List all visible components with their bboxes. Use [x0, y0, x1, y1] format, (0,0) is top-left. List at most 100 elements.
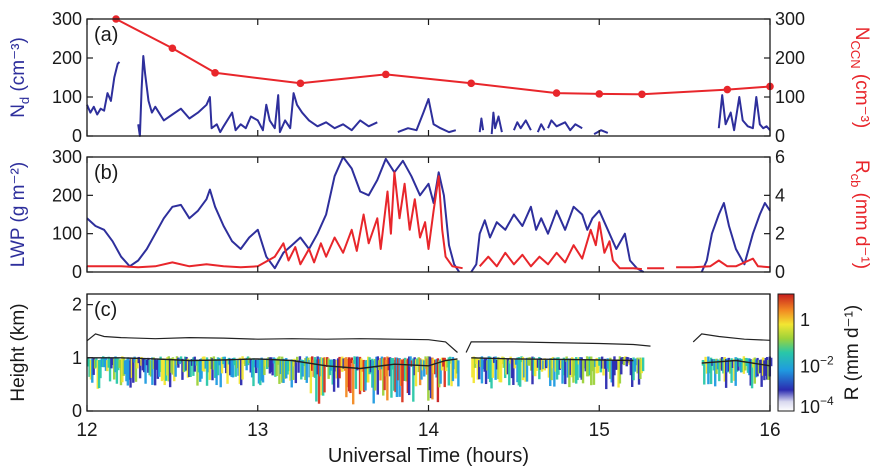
series-left-line-segment: [593, 129, 609, 135]
series-marker: [382, 70, 390, 79]
rain-streak: [141, 358, 145, 371]
rain-streak: [742, 356, 746, 374]
axis-label-main: N: [851, 27, 871, 41]
rain-streak: [300, 359, 303, 380]
colorbar-tick-label: 1: [800, 310, 810, 330]
rain-streak: [741, 358, 744, 373]
rain-streak: [301, 359, 304, 377]
rain-streak: [486, 360, 489, 371]
rain-streak: [535, 359, 538, 371]
rain-streak: [167, 356, 170, 382]
y-tick-label: 2: [775, 224, 785, 244]
rain-streak: [130, 358, 134, 378]
rain-streak: [615, 359, 619, 370]
rain-streak: [205, 357, 209, 386]
rain-streak: [718, 359, 721, 382]
series-right-line-segment: [87, 171, 463, 270]
rain-streak: [397, 358, 400, 381]
rain-streak: [760, 359, 763, 387]
rain-streak: [729, 359, 732, 374]
series-marker: [296, 79, 305, 88]
rain-streak: [280, 356, 284, 383]
rain-streak: [387, 357, 390, 371]
rain-streak: [234, 360, 237, 377]
rain-streak: [110, 357, 113, 369]
rain-streak: [455, 359, 459, 374]
rain-streak: [554, 358, 557, 372]
rain-streak: [215, 359, 218, 386]
rain-streak: [566, 358, 570, 378]
series-left-line-segment: [536, 123, 546, 133]
rain-streak: [476, 358, 480, 380]
tick-base: 10: [800, 397, 820, 417]
rain-streak: [558, 360, 562, 370]
rain-streak: [102, 356, 105, 368]
rain-streak: [436, 358, 440, 403]
rain-streak: [95, 358, 98, 368]
series-marker: [638, 90, 646, 99]
rain-streak: [475, 358, 478, 365]
colorbar-tick-label: 10−4: [800, 394, 834, 417]
rain-streak: [209, 357, 213, 370]
rain-streak: [544, 360, 548, 369]
rain-streak: [708, 360, 711, 374]
colorbar-tick-label: 10−2: [800, 354, 834, 377]
rain-streak: [308, 359, 311, 378]
rain-streak: [442, 357, 445, 367]
left-y-axis: 0 100 200 300: [52, 147, 93, 282]
rain-streak: [590, 356, 593, 386]
rain-streak: [423, 360, 426, 377]
rain-streak: [129, 358, 132, 388]
rain-streak: [622, 357, 626, 366]
rain-streak: [527, 357, 530, 366]
rain-streak: [158, 358, 161, 377]
rain-streak: [253, 360, 257, 368]
rain-streak: [625, 356, 628, 367]
rain-streak: [372, 360, 375, 404]
rain-streak: [557, 357, 560, 375]
rain-streak: [602, 359, 605, 376]
rain-streak: [136, 357, 139, 369]
rain-streak: [561, 360, 564, 384]
rain-streak: [255, 359, 258, 374]
rain-streak: [294, 359, 298, 384]
rain-streak: [312, 359, 315, 377]
rain-streak: [220, 357, 224, 374]
rain-streak: [99, 359, 102, 379]
rain-streak: [183, 356, 187, 372]
rain-streak: [443, 357, 446, 388]
axis-label-unit: (mm d⁻¹): [851, 187, 871, 269]
rain-streak: [149, 360, 153, 377]
rain-streak: [257, 358, 261, 384]
rain-streak: [103, 358, 106, 368]
rain-streak: [431, 357, 434, 400]
rain-streak: [499, 359, 503, 383]
rain-streak: [287, 360, 291, 372]
rain-streak: [603, 358, 607, 369]
rain-streak: [331, 359, 334, 385]
colorbar-gradient: [777, 293, 795, 412]
x-tick-label: 15: [589, 420, 610, 441]
rain-streak: [632, 357, 635, 381]
rain-streak: [573, 360, 577, 376]
left-axis-label: LWP (g m⁻²): [8, 162, 29, 267]
series-left-line-segment: [397, 98, 457, 134]
series-left-line-segment: [470, 205, 645, 273]
rain-streak: [575, 357, 578, 384]
y-tick-label: 100: [52, 87, 82, 107]
rain-streak: [739, 358, 743, 373]
axis-label-main: R: [851, 160, 871, 174]
rain-streak: [152, 357, 155, 370]
rain-streak: [614, 359, 618, 370]
rain-streak: [353, 356, 356, 364]
rain-streak: [472, 356, 475, 384]
rain-streak: [390, 358, 393, 398]
right-y-axis: 0 100 200 300: [764, 9, 805, 146]
rain-streak: [212, 356, 216, 370]
rain-streak: [186, 358, 190, 378]
rain-streak: [216, 357, 220, 376]
rain-streak: [509, 356, 512, 364]
axis-label-main: Height (km): [8, 303, 29, 401]
rain-streak: [88, 359, 91, 377]
rain-streak: [335, 360, 339, 379]
